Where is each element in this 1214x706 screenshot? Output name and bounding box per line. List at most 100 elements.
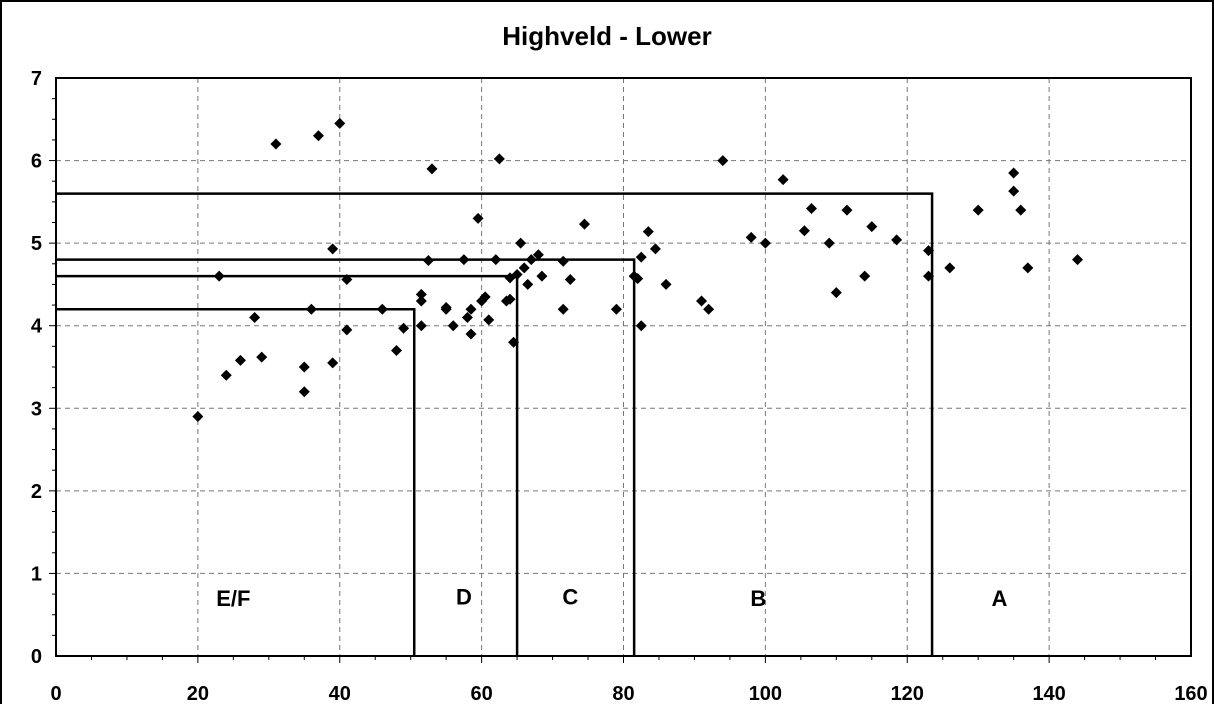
data-point [923, 270, 935, 282]
y-tick-label: 1 [31, 563, 42, 585]
data-point [465, 303, 477, 315]
zone-label: D [456, 585, 472, 610]
data-point [341, 273, 353, 285]
chart-title: Highveld - Lower [502, 21, 711, 51]
data-point [391, 344, 402, 356]
data-point [447, 320, 459, 332]
data-point [1022, 262, 1034, 274]
data-point [415, 288, 427, 300]
data-point [805, 202, 817, 214]
zone-label: A [992, 586, 1008, 611]
data-point [461, 311, 473, 323]
data-point [440, 303, 452, 315]
zone-boundary-line [56, 192, 934, 656]
data-point [327, 243, 339, 255]
data-point [465, 328, 477, 340]
data-point [660, 278, 672, 290]
data-point [522, 278, 534, 290]
y-tick-label: 0 [31, 646, 42, 668]
data-point [536, 270, 548, 282]
data-point [632, 273, 644, 285]
data-point [479, 291, 491, 303]
data-point [305, 303, 317, 315]
data-point [557, 255, 569, 267]
data-point [220, 369, 232, 381]
y-tick-label: 6 [31, 151, 42, 173]
data-point [515, 237, 527, 249]
data-point [213, 270, 225, 282]
data-point [610, 303, 622, 315]
x-tick-label: 100 [749, 683, 782, 705]
data-point [249, 311, 261, 323]
data-point [426, 163, 438, 175]
data-point [508, 336, 520, 348]
data-point [830, 287, 842, 299]
data-point [192, 411, 204, 423]
data-point [504, 293, 516, 305]
data-point [376, 303, 388, 315]
y-tick-label: 7 [31, 68, 42, 90]
data-point [298, 386, 310, 398]
data-point [334, 117, 346, 129]
x-tick-label: 40 [329, 683, 351, 705]
zone-boundary-line [56, 258, 636, 656]
data-point [398, 322, 410, 334]
data-point [823, 237, 835, 249]
data-point [696, 295, 708, 307]
data-point [1015, 204, 1027, 216]
data-point [234, 354, 246, 366]
tick-labels: 0 20 40 60 80 100 120 140 160 0 1 2 3 4 5 6 7 [31, 68, 1208, 705]
data-point [649, 243, 661, 255]
data-point [944, 262, 956, 274]
x-tick-label: 160 [1174, 683, 1207, 705]
data-point [798, 225, 810, 237]
data-point [270, 138, 282, 150]
data-point [635, 251, 647, 263]
data-point [415, 320, 427, 332]
x-tick-label: 60 [471, 683, 493, 705]
data-point [703, 303, 715, 315]
data-point [532, 249, 544, 261]
zone-boundary-line [56, 274, 519, 656]
data-point [1008, 185, 1020, 197]
data-point [564, 273, 576, 285]
y-tick-label: 3 [31, 398, 42, 420]
data-point [841, 204, 853, 216]
data-point [341, 324, 353, 336]
zone-labels: E/F D C B A [216, 585, 1007, 612]
plot-area [49, 77, 1192, 663]
zone-label: E/F [216, 586, 250, 611]
x-tick-label: 0 [50, 683, 61, 705]
x-tick-label: 140 [1032, 683, 1065, 705]
x-tick-label: 120 [891, 683, 924, 705]
data-points [192, 117, 1083, 423]
data-point [327, 357, 339, 369]
data-point [415, 295, 427, 307]
data-point [578, 218, 590, 230]
zone-label: C [562, 585, 578, 610]
data-point [312, 130, 324, 142]
data-point [518, 262, 530, 274]
data-point [759, 237, 771, 249]
data-point [298, 361, 310, 373]
zone-boundary-line [56, 307, 416, 656]
data-point [422, 254, 434, 266]
data-point [458, 254, 470, 266]
data-point [635, 320, 647, 332]
y-tick-label: 4 [31, 316, 43, 338]
data-point [859, 270, 871, 282]
y-tick-label: 2 [31, 481, 42, 503]
x-tick-label: 20 [187, 683, 209, 705]
data-point [472, 212, 484, 224]
x-tick-label: 80 [612, 683, 634, 705]
data-point [777, 174, 789, 186]
data-point [972, 204, 984, 216]
data-point [256, 351, 268, 363]
data-point [511, 269, 523, 281]
data-point [1072, 254, 1083, 266]
data-point [483, 314, 495, 326]
data-point [642, 226, 654, 238]
data-point [493, 153, 505, 165]
